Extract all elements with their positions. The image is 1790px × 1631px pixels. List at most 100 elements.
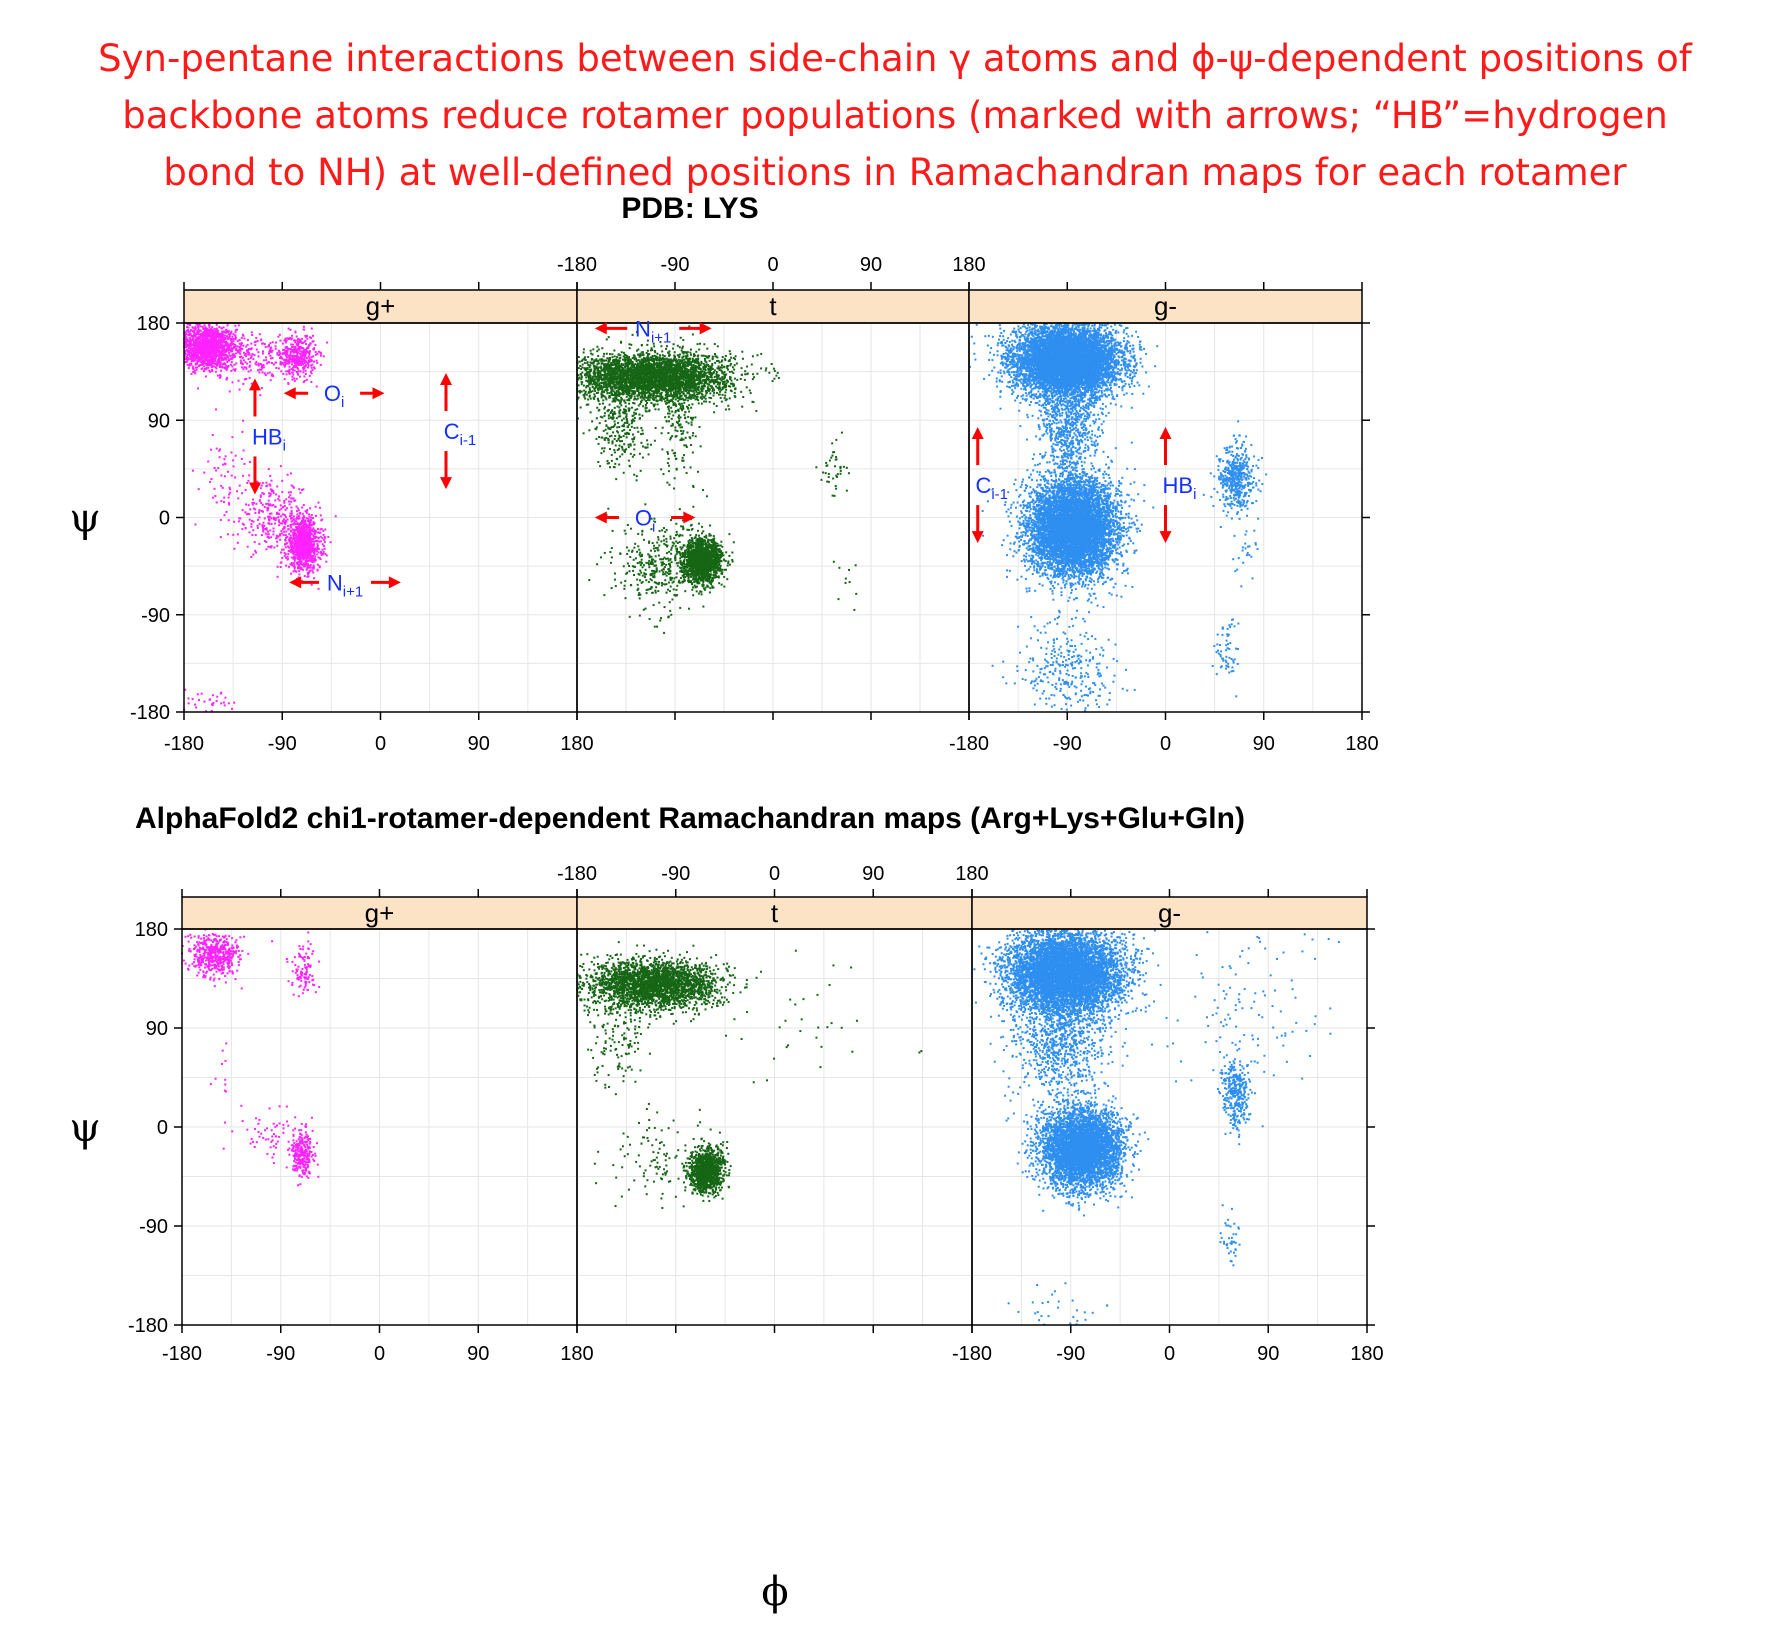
point-g+: [283, 530, 286, 533]
point-g+: [293, 358, 296, 361]
point-g+: [230, 330, 233, 333]
point-g+: [261, 503, 264, 506]
point-g+: [310, 327, 313, 330]
point-g+: [304, 538, 307, 541]
point-g+: [280, 370, 283, 373]
point-g+: [208, 344, 211, 347]
point-g+: [296, 367, 299, 370]
point-g+: [301, 546, 304, 549]
point-g+: [224, 343, 227, 346]
point-g+: [209, 370, 212, 373]
point-g+: [292, 354, 295, 357]
point-g+: [319, 514, 322, 517]
point-g+: [291, 564, 294, 567]
point-g+: [225, 364, 228, 367]
point-t: [597, 354, 600, 357]
point-g+: [207, 460, 210, 463]
point-g+: [291, 523, 294, 526]
point-g+: [266, 508, 269, 511]
point-g+: [211, 345, 214, 348]
point-g+: [231, 365, 234, 368]
arrow-head: [283, 387, 296, 400]
point-g+: [189, 324, 192, 327]
point-g+: [284, 341, 287, 344]
point-g+: [308, 513, 311, 516]
point-t: [582, 351, 585, 354]
point-g+: [296, 357, 299, 360]
point-g+: [312, 557, 315, 560]
point-g+: [222, 352, 225, 355]
point-g+: [201, 356, 204, 359]
point-t: [726, 380, 729, 383]
point-t: [673, 354, 676, 357]
point-g+: [241, 474, 244, 477]
point-t: [582, 348, 585, 351]
point-g+: [215, 699, 218, 702]
arrow-head: [289, 576, 302, 589]
point-g+: [296, 372, 299, 375]
point-g+: [206, 345, 209, 348]
point-g+: [236, 533, 239, 536]
point-g+: [202, 327, 205, 330]
point-g+: [284, 508, 287, 511]
point-t: [580, 378, 583, 381]
point-g+: [299, 557, 302, 560]
point-g+: [290, 350, 293, 353]
point-g+: [321, 553, 324, 556]
point-g+: [277, 519, 280, 522]
point-g+: [188, 333, 191, 336]
point-g+: [205, 336, 208, 339]
point-g+: [316, 352, 319, 355]
point-g+: [207, 342, 210, 345]
point-g+: [321, 548, 324, 551]
point-g+: [219, 363, 222, 366]
point-g+: [311, 543, 314, 546]
point-g+: [307, 543, 310, 546]
point-g+: [217, 467, 220, 470]
point-g+: [252, 507, 255, 510]
main-title-line-2: backbone atoms reduce rotamer population…: [0, 87, 1790, 144]
point-g+: [292, 552, 295, 555]
point-g+: [206, 360, 209, 363]
point-g+: [222, 701, 225, 704]
point-g+: [226, 336, 229, 339]
point-t: [601, 402, 604, 405]
point-g+: [221, 463, 224, 466]
point-g+: [284, 556, 287, 559]
point-t: [656, 352, 659, 355]
point-g+: [288, 368, 291, 371]
point-g+: [282, 533, 285, 536]
point-g+: [230, 340, 233, 343]
point-g+: [310, 356, 313, 359]
point-g+: [191, 347, 194, 350]
point-g+: [297, 370, 300, 373]
point-g+: [305, 364, 308, 367]
point-g+: [287, 491, 290, 494]
point-g+: [258, 499, 261, 502]
point-g+: [251, 533, 254, 536]
point-g+: [204, 359, 207, 362]
point-g+: [279, 504, 282, 507]
point-g+: [212, 360, 215, 363]
point-g+: [250, 523, 253, 526]
arrow-head: [440, 373, 452, 386]
point-g+: [296, 513, 299, 516]
point-g+: [277, 353, 280, 356]
point-t: [707, 365, 710, 368]
point-g+: [303, 362, 306, 365]
point-g+: [306, 531, 309, 534]
point-t: [689, 348, 692, 351]
point-t: [587, 377, 590, 380]
point-g+: [225, 331, 228, 334]
point-t: [746, 372, 749, 375]
point-g+: [226, 354, 229, 357]
point-g+: [194, 335, 197, 338]
point-g+: [307, 345, 310, 348]
point-g+: [210, 364, 213, 367]
point-g+: [243, 351, 246, 354]
point-g+: [257, 355, 260, 358]
point-g+: [272, 363, 275, 366]
point-g+: [213, 341, 216, 344]
point-g+: [272, 533, 275, 536]
point-g+: [202, 344, 205, 347]
